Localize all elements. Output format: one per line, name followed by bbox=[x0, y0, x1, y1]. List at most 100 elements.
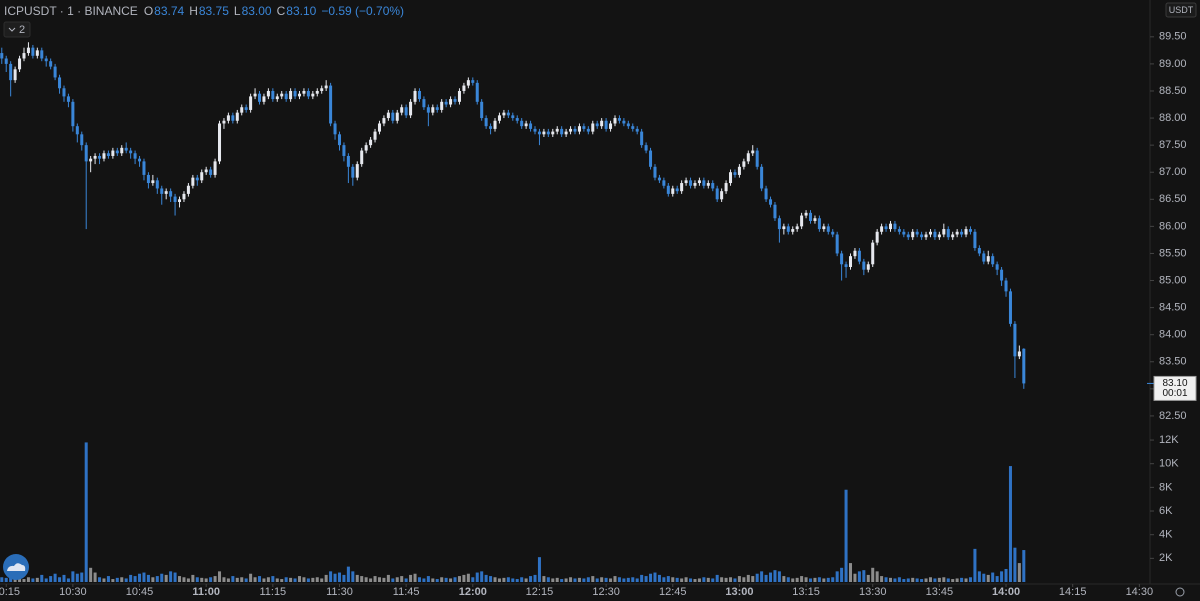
volume-bar bbox=[786, 577, 790, 582]
volume-bar bbox=[502, 577, 506, 582]
candle-body bbox=[986, 256, 990, 262]
candle-body bbox=[680, 183, 684, 192]
volume-bar bbox=[586, 577, 590, 582]
candle-body bbox=[564, 131, 568, 135]
volume-bar bbox=[49, 576, 53, 582]
volume-bar bbox=[93, 572, 97, 582]
volume-bar bbox=[555, 577, 559, 582]
candle-body bbox=[66, 96, 70, 102]
volume-bar bbox=[986, 574, 990, 582]
volume-bar bbox=[573, 578, 577, 582]
volume-bar bbox=[626, 577, 630, 582]
candle-body bbox=[151, 180, 155, 184]
candle-body bbox=[844, 264, 848, 267]
volume-bar bbox=[311, 577, 315, 582]
volume-bar bbox=[13, 578, 17, 582]
candle-body bbox=[555, 128, 559, 132]
volume-bar bbox=[808, 578, 813, 582]
candle-body bbox=[804, 212, 808, 216]
volume-bar bbox=[595, 578, 599, 582]
volume-bar bbox=[733, 578, 737, 582]
volume-bar bbox=[133, 576, 137, 582]
volume-bar bbox=[342, 574, 346, 582]
volume-bar bbox=[1008, 466, 1012, 582]
y-tick-label: 83.50 bbox=[1159, 356, 1187, 368]
volume-bar bbox=[475, 572, 479, 582]
candle-body bbox=[729, 172, 733, 184]
candle-body bbox=[93, 155, 97, 159]
candle-body bbox=[862, 261, 866, 270]
volume-bar bbox=[848, 563, 853, 582]
candle-body bbox=[222, 120, 226, 124]
candle-body bbox=[120, 147, 124, 154]
candle-body bbox=[115, 150, 119, 154]
candle-body bbox=[551, 131, 555, 135]
candle-body bbox=[395, 112, 399, 121]
volume-bar bbox=[138, 573, 142, 582]
candle-body bbox=[413, 90, 417, 102]
volume-bar bbox=[173, 572, 177, 582]
currency-label: USDT bbox=[1169, 5, 1194, 15]
volume-bar bbox=[666, 576, 670, 582]
candle-body bbox=[369, 139, 373, 146]
candle-body bbox=[431, 107, 435, 113]
volume-bar bbox=[186, 578, 190, 582]
candle-body bbox=[635, 128, 639, 132]
volume-bar bbox=[262, 578, 266, 582]
volume-bar bbox=[671, 577, 675, 582]
y-tick-label: 85.50 bbox=[1159, 247, 1187, 259]
candle-body bbox=[373, 131, 377, 140]
y-tick-label: 84.00 bbox=[1159, 329, 1187, 341]
volume-bar bbox=[226, 578, 230, 582]
candle-body bbox=[497, 115, 501, 121]
candle-body bbox=[62, 88, 66, 97]
volume-bar bbox=[200, 577, 204, 582]
volume-bar bbox=[271, 576, 275, 582]
candle-body bbox=[511, 115, 515, 119]
y-tick-label: 88.50 bbox=[1159, 85, 1187, 97]
volume-bar bbox=[409, 574, 413, 582]
x-tick-label: 11:15 bbox=[259, 586, 286, 598]
candle-body bbox=[928, 231, 932, 235]
candle-body bbox=[822, 226, 826, 230]
volume-bar bbox=[182, 577, 186, 582]
settings-icon[interactable] bbox=[1175, 587, 1185, 597]
candle-body bbox=[58, 77, 62, 89]
candle-body bbox=[382, 118, 386, 124]
volume-bar bbox=[169, 571, 173, 582]
candle-body bbox=[18, 58, 22, 70]
candle-body bbox=[791, 229, 795, 232]
volume-bar bbox=[417, 577, 421, 582]
candle-body bbox=[129, 150, 133, 154]
candle-body bbox=[435, 107, 439, 110]
candle-body bbox=[106, 153, 110, 156]
volume-bar bbox=[222, 577, 226, 582]
candle-body bbox=[733, 172, 737, 175]
candle-body bbox=[884, 226, 888, 230]
indicator-count: 2 bbox=[19, 24, 25, 36]
candle-body bbox=[835, 234, 839, 254]
volume-bar bbox=[457, 576, 461, 582]
candle-body bbox=[640, 131, 644, 146]
candle-body bbox=[417, 90, 421, 100]
candle-body bbox=[262, 96, 266, 102]
volume-bar bbox=[853, 573, 857, 582]
volume-tick-label: 2K bbox=[1159, 552, 1173, 564]
volume-bar bbox=[422, 578, 426, 582]
indicator-toggle[interactable] bbox=[3, 21, 31, 38]
volume-bar bbox=[218, 571, 222, 582]
currency-box[interactable] bbox=[1165, 2, 1197, 18]
candle-body bbox=[257, 93, 262, 102]
candle-body bbox=[1022, 348, 1026, 384]
candle-body bbox=[53, 66, 57, 78]
volume-bar bbox=[4, 577, 8, 582]
candle-body bbox=[915, 231, 919, 235]
volume-bar bbox=[751, 576, 755, 582]
candle-body bbox=[173, 196, 177, 203]
volume-bar bbox=[369, 578, 373, 582]
candle-body bbox=[235, 112, 239, 121]
x-tick-label: 13:00 bbox=[725, 586, 753, 598]
volume-bar bbox=[955, 578, 959, 582]
volume-bar bbox=[826, 577, 830, 582]
volume-bar bbox=[653, 572, 657, 582]
